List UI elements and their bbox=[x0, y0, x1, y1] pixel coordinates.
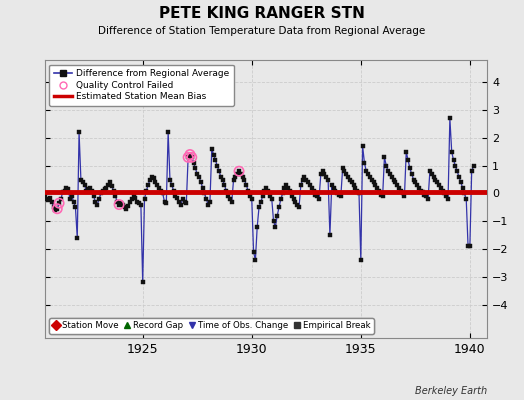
Text: PETE KING RANGER STN: PETE KING RANGER STN bbox=[159, 6, 365, 21]
Point bbox=[115, 201, 123, 208]
Point bbox=[188, 154, 196, 160]
Point bbox=[53, 206, 61, 212]
Point bbox=[186, 151, 194, 158]
Legend: Station Move, Record Gap, Time of Obs. Change, Empirical Break: Station Move, Record Gap, Time of Obs. C… bbox=[49, 318, 374, 334]
Text: Berkeley Earth: Berkeley Earth bbox=[415, 386, 487, 396]
Point bbox=[235, 168, 243, 174]
Point bbox=[184, 154, 192, 160]
Point bbox=[55, 200, 63, 206]
Y-axis label: Monthly Temperature Anomaly Difference (°C): Monthly Temperature Anomaly Difference (… bbox=[522, 94, 524, 304]
Text: Difference of Station Temperature Data from Regional Average: Difference of Station Temperature Data f… bbox=[99, 26, 425, 36]
